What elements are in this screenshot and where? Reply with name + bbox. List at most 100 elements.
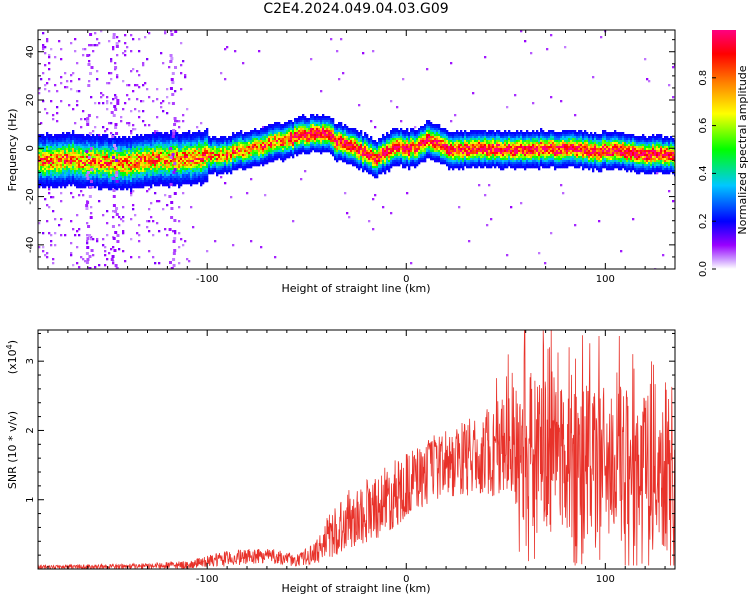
heatmap-cell [374,148,377,151]
heatmap-cell [52,172,55,175]
heatmap-cell [178,138,181,141]
heatmap-cell [70,138,73,141]
heatmap-cell [140,168,143,171]
heatmap-cell [416,164,419,167]
heatmap-cell [190,160,193,163]
heatmap-cell [282,150,285,153]
heatmap-cell [192,164,195,167]
heatmap-cell [236,144,239,147]
heatmap-cell [262,130,265,133]
heatmap-cell [152,172,155,175]
heatmap-cell [104,170,107,173]
heatmap-cell [144,146,147,149]
heatmap-cell [46,166,49,169]
heatmap-cell [184,150,187,153]
heatmap-cell [174,138,177,141]
heatmap-cell [400,136,403,139]
heatmap-cell [190,176,193,179]
heatmap-cell [152,134,155,137]
heatmap-cell [442,140,445,143]
heatmap-cell [434,148,437,151]
heatmap-cell [100,188,103,191]
heatmap-cell [166,152,169,155]
heatmap-cell [76,184,79,187]
heatmap-cell [402,150,405,153]
heatmap-cell [442,152,445,155]
heatmap-cell [318,148,321,151]
heatmap-cell [262,140,265,143]
heatmap-cell [170,142,173,145]
heatmap-cell [78,178,81,181]
heatmap-cell [276,144,279,147]
heatmap-cell [362,148,365,151]
heatmap-cell [316,138,319,141]
heatmap-cell [70,74,73,77]
heatmap-cell [438,144,441,147]
heatmap-cell [158,174,161,177]
heatmap-cell [420,154,423,157]
heatmap-cell [192,168,195,171]
heatmap-cell [406,148,409,151]
heatmap-cell [130,110,133,113]
heatmap-cell [184,136,187,139]
heatmap-cell [378,150,381,153]
heatmap-cell [80,182,83,185]
heatmap-cell [70,152,73,155]
heatmap-cell [160,162,163,165]
heatmap-cell [242,164,245,167]
heatmap-cell [56,146,59,149]
heatmap-cell [160,150,163,153]
heatmap-cell [136,98,139,101]
heatmap-cell [344,146,347,149]
heatmap-cell [148,176,151,179]
heatmap-cell [266,150,269,153]
heatmap-cell [38,180,41,183]
heatmap-cell [182,156,185,159]
heatmap-cell [116,166,119,169]
heatmap-cell [358,160,361,163]
heatmap-cell [122,174,125,177]
heatmap-cell [296,138,299,141]
heatmap-cell [46,150,49,153]
heatmap-cell [140,172,143,175]
heatmap-cell [128,164,131,167]
heatmap-cell [44,180,47,183]
heatmap-cell [186,152,189,155]
heatmap-cell [84,160,87,163]
heatmap-cell [126,154,129,157]
heatmap-cell [56,134,59,137]
heatmap-cell [400,120,403,123]
heatmap-cell [92,158,95,161]
heatmap-cell [284,146,287,149]
heatmap-cell [126,174,129,177]
heatmap-cell [162,170,165,173]
heatmap-cell [56,186,59,189]
heatmap-cell [60,150,63,153]
heatmap-cell [136,166,139,169]
heatmap-cell [112,180,115,183]
heatmap-cell [202,160,205,163]
heatmap-cell [350,162,353,165]
heatmap-cell [50,100,53,103]
heatmap-cell [154,132,157,135]
heatmap-cell [366,134,369,137]
heatmap-cell [348,134,351,137]
heatmap-cell [402,158,405,161]
heatmap-cell [178,262,181,265]
heatmap-cell [116,150,119,153]
heatmap-cell [448,142,451,145]
heatmap-cell [386,150,389,153]
heatmap-cell [76,160,79,163]
heatmap-cell [84,166,87,169]
heatmap-cell [130,130,133,133]
heatmap-cell [238,134,241,137]
heatmap-cell [428,120,431,123]
heatmap-cell [120,150,123,153]
heatmap-cell [196,154,199,157]
heatmap-cell [80,134,83,137]
heatmap-cell [70,154,73,157]
heatmap-cell [352,152,355,155]
heatmap-cell [400,152,403,155]
heatmap-cell [178,148,181,151]
heatmap-cell [92,238,95,241]
